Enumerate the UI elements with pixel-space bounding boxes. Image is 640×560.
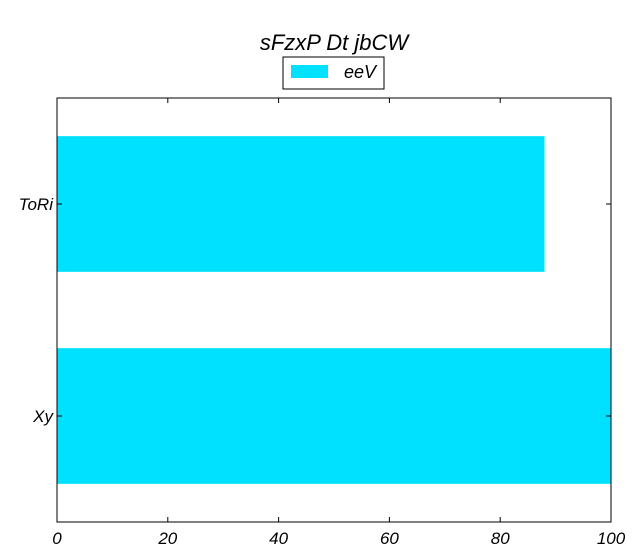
bars-group	[57, 136, 611, 484]
y-axis: ToRi Xy	[19, 195, 611, 426]
legend-label: eeV	[344, 62, 378, 82]
x-tick-label: 0	[52, 529, 62, 548]
legend-swatch	[291, 65, 328, 78]
x-tick-label: 100	[597, 529, 626, 548]
x-tick-label: 20	[157, 529, 177, 548]
legend: eeV	[282, 56, 385, 90]
bar-xy	[57, 348, 611, 484]
chart-title: sFzxP Dt jbCW	[260, 30, 411, 55]
plot-frame	[56, 97, 612, 523]
x-tick-label: 60	[380, 529, 399, 548]
y-tick-label: ToRi	[19, 195, 55, 214]
x-tick-label: 40	[269, 529, 288, 548]
bar-tori	[57, 136, 545, 272]
x-axis: 0 20 40 60 80 100	[52, 98, 626, 548]
y-tick-label: Xy	[32, 407, 54, 426]
x-tick-label: 80	[491, 529, 510, 548]
